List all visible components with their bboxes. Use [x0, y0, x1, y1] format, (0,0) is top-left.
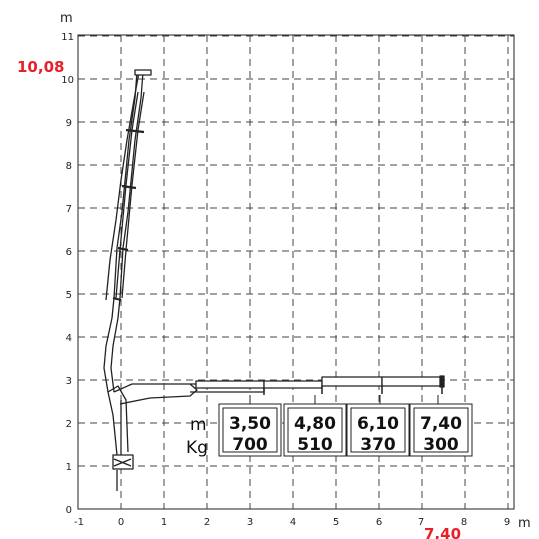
load-card-2-load: 510: [297, 435, 333, 455]
x-tick-7: 7: [418, 517, 424, 528]
load-table: m Kg 3,50 700 4,80 510 6,10 370 7,40 300: [186, 403, 473, 458]
y-tick-3: 3: [66, 376, 72, 387]
y-tick-2: 2: [66, 419, 72, 430]
y-tick-10: 10: [61, 75, 74, 86]
raised-boom: [103, 69, 152, 393]
x-tick-5: 5: [333, 517, 339, 528]
load-card-3-load: 370: [360, 435, 396, 455]
load-connectors: [249, 395, 439, 404]
grid: [78, 35, 514, 509]
x-tick-8: 8: [461, 517, 467, 528]
x-axis-unit: m: [518, 516, 531, 531]
load-card-1-distance: 3,50: [229, 414, 271, 434]
load-card-3: 6,10 370: [346, 403, 410, 457]
x-tick-2: 2: [204, 517, 210, 528]
y-tick-4: 4: [66, 333, 72, 344]
y-tick-9: 9: [66, 118, 72, 129]
x-tick-6: 6: [376, 517, 382, 528]
max-height-label: 10,08: [17, 58, 64, 76]
load-card-1-load: 700: [232, 435, 268, 455]
load-card-3-distance: 6,10: [357, 414, 399, 434]
load-card-2: 4,80 510: [283, 403, 347, 457]
y-tick-0: 0: [66, 505, 72, 516]
x-tick-4: 4: [290, 517, 296, 528]
load-card-2-distance: 4,80: [294, 414, 336, 434]
load-card-4-load: 300: [423, 435, 459, 455]
x-tick-3: 3: [247, 517, 253, 528]
max-reach-label: 7,40: [424, 525, 461, 539]
load-card-1: 3,50 700: [218, 403, 282, 457]
horizontal-boom: [113, 375, 445, 405]
y-axis-unit: m: [60, 11, 73, 26]
y-tick-6: 6: [66, 247, 72, 258]
crane-illustration: [103, 69, 445, 491]
y-tick-7: 7: [66, 204, 72, 215]
load-card-4: 7,40 300: [409, 403, 473, 457]
plot-frame: [77, 34, 515, 510]
x-tick-0: 0: [118, 517, 124, 528]
y-tick-5: 5: [66, 290, 72, 301]
crane-column: [107, 385, 134, 491]
x-tick-9: 9: [504, 517, 510, 528]
load-row-label: Kg: [186, 438, 208, 458]
distance-row-label: m: [190, 415, 207, 435]
x-tick-1: 1: [161, 517, 167, 528]
y-tick-11: 11: [61, 32, 74, 43]
x-tick--1: -1: [74, 517, 84, 528]
y-tick-1: 1: [66, 462, 72, 473]
load-card-4-distance: 7,40: [420, 414, 462, 434]
y-tick-8: 8: [66, 161, 72, 172]
